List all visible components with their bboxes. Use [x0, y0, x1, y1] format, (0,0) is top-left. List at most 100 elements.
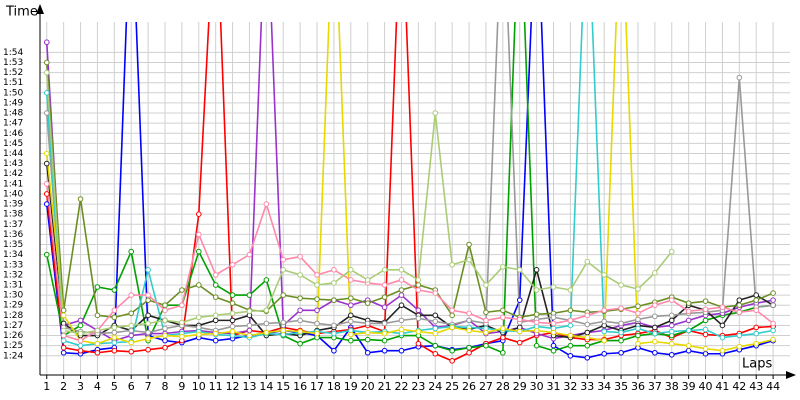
- lap-marker: [77, 337, 84, 344]
- lap-marker: [449, 261, 455, 268]
- lap-marker: [229, 317, 236, 324]
- lap-marker: [432, 312, 439, 319]
- lap-marker: [685, 308, 692, 315]
- x-tick-label: 24: [428, 380, 442, 393]
- lap-marker: [736, 302, 743, 309]
- lap-marker: [314, 282, 320, 288]
- lap-marker: [381, 282, 388, 288]
- lap-marker: [145, 297, 151, 303]
- lap-marker: [128, 248, 135, 255]
- lap-marker: [162, 307, 168, 314]
- lap-marker: [280, 319, 287, 326]
- lap-marker: [229, 323, 236, 330]
- y-tick-label: 1:31: [3, 280, 23, 290]
- lap-marker: [162, 317, 168, 324]
- lap-marker: [449, 324, 455, 331]
- lap-marker: [719, 304, 726, 311]
- lap-marker: [466, 256, 472, 263]
- x-tick-label: 20: [361, 380, 375, 393]
- lap-marker: [43, 90, 50, 96]
- lap-marker: [415, 307, 422, 314]
- lap-marker: [601, 272, 607, 278]
- series-line: [45, 22, 774, 362]
- x-tick-label: 35: [614, 380, 628, 393]
- lap-marker: [246, 251, 253, 258]
- lap-marker: [43, 39, 50, 46]
- lap-marker: [584, 334, 591, 341]
- y-tick-label: 1:35: [3, 240, 23, 250]
- y-tick-label: 1:34: [3, 250, 23, 260]
- y-tick-label: 1:24: [3, 351, 23, 361]
- x-tick-label: 21: [378, 380, 392, 393]
- lap-marker: [719, 322, 726, 329]
- x-tick-label: 11: [209, 380, 223, 393]
- lap-marker: [77, 342, 84, 349]
- series-line: [45, 22, 774, 359]
- lap-marker: [94, 284, 101, 290]
- lap-marker: [212, 337, 219, 344]
- lap-marker: [652, 349, 658, 356]
- lap-marker: [128, 292, 135, 298]
- lap-marker: [635, 310, 641, 317]
- lap-marker: [500, 334, 506, 341]
- y-tick-label: 1:41: [3, 179, 23, 189]
- lap-marker: [195, 331, 202, 338]
- lap-marker: [533, 327, 540, 334]
- lap-marker: [618, 349, 624, 356]
- lap-marker: [60, 349, 67, 356]
- lap-marker: [43, 69, 50, 76]
- lap-marker: [685, 347, 692, 354]
- lap-marker: [280, 292, 287, 298]
- lap-marker: [246, 308, 253, 315]
- lap-marker: [770, 336, 776, 343]
- lap-marker: [212, 294, 219, 300]
- lap-marker: [43, 160, 50, 167]
- lap-marker: [601, 350, 607, 357]
- lap-marker: [128, 332, 135, 339]
- lap-marker: [145, 346, 151, 353]
- lap-marker: [483, 317, 489, 324]
- lap-marker: [145, 329, 151, 336]
- lap-marker: [601, 337, 607, 344]
- lap-marker: [432, 342, 439, 349]
- lap-marker: [432, 325, 439, 332]
- lap-marker: [466, 349, 472, 356]
- lap-marker: [533, 319, 540, 326]
- lap-marker: [348, 267, 354, 273]
- x-tick-label: 28: [496, 380, 510, 393]
- lap-marker: [567, 342, 574, 349]
- lap-marker: [60, 307, 67, 314]
- lap-marker: [77, 196, 84, 202]
- lap-marker: [770, 320, 776, 327]
- lap-marker: [668, 317, 675, 324]
- lap-marker: [516, 316, 523, 323]
- lap-marker: [584, 321, 591, 328]
- x-tick-label: 16: [293, 380, 307, 393]
- lap-marker: [331, 297, 337, 303]
- lap-marker: [753, 330, 760, 337]
- lap-marker: [533, 342, 540, 349]
- x-tick-label: 14: [259, 380, 273, 393]
- lap-marker: [449, 358, 455, 364]
- lap-marker: [584, 342, 591, 349]
- lap-marker: [719, 334, 726, 341]
- lap-marker: [364, 320, 371, 327]
- lap-marker: [43, 181, 50, 187]
- lap-marker: [145, 335, 151, 342]
- lap-marker: [60, 312, 67, 319]
- x-tick-label: 42: [732, 380, 746, 393]
- lap-marker: [550, 329, 557, 336]
- lap-marker: [432, 110, 439, 116]
- lap-marker: [550, 284, 557, 290]
- lap-marker: [348, 337, 354, 344]
- y-tick-label: 1:26: [3, 331, 23, 341]
- lap-marker: [432, 330, 439, 337]
- lap-marker: [111, 314, 118, 321]
- lap-marker: [685, 317, 692, 324]
- lap-marker: [601, 328, 607, 335]
- lap-marker: [550, 314, 557, 321]
- lap-marker: [348, 312, 354, 319]
- lap-marker: [128, 322, 135, 329]
- lap-marker: [348, 295, 354, 301]
- lap-marker: [483, 282, 489, 288]
